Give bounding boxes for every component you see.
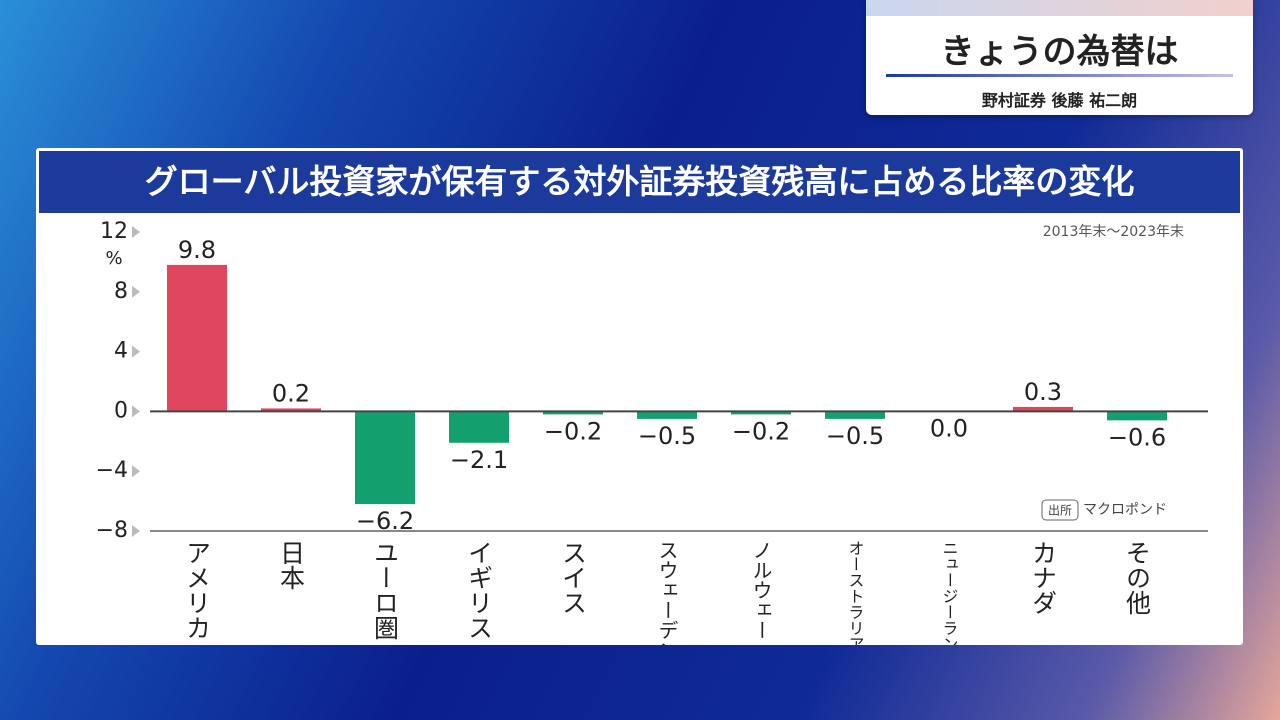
x-tick-label: イギリス (465, 540, 494, 640)
value-label: 0.0 (930, 414, 968, 442)
chart-panel: グローバル投資家が保有する対外証券投資残高に占める比率の変化 2013年末〜20… (36, 148, 1243, 645)
value-label: −0.2 (544, 417, 602, 445)
x-tick-label: ユーロ圏 (371, 540, 400, 640)
y-tick-label: −8 (96, 518, 128, 543)
value-label: −2.1 (450, 446, 508, 474)
chart: 2013年末〜2023年末 % 出所 マクロポンド −8 −4 0 4 8 12 9.8 アメ… (96, 219, 1208, 645)
y-tick-label: 0 (114, 398, 128, 423)
y-tick-label: 4 (114, 339, 128, 364)
x-tick-label: オーストラリア (846, 540, 865, 645)
tick-mark (132, 345, 140, 358)
bar (261, 408, 321, 412)
caption-box: きょうの為替は 野村証券 後藤 祐二朗 (866, 0, 1253, 115)
y-tick-label: 12 (100, 219, 128, 244)
source-tag-box (1041, 499, 1079, 521)
x-tick-label: スウェーデン (655, 540, 679, 645)
bar (1013, 406, 1073, 412)
bar (167, 264, 227, 412)
y-unit: % (105, 248, 122, 269)
x-tick-label: 日本 (277, 540, 306, 590)
bar (1107, 411, 1167, 421)
x-tick-label: ニュージーランド (940, 540, 959, 645)
caption-subtitle: 野村証券 後藤 祐二朗 (981, 91, 1138, 110)
tick-mark (132, 285, 140, 298)
bar (825, 411, 885, 419)
caption-title: きょうの為替は (940, 32, 1179, 72)
tick-mark (132, 465, 140, 478)
bar (731, 411, 791, 415)
value-label: 9.8 (178, 236, 216, 264)
value-label: −0.6 (1108, 423, 1166, 451)
x-tick-label: ノルウェー (749, 540, 773, 640)
value-label: −6.2 (356, 507, 414, 535)
x-tick-label: その他 (1123, 540, 1152, 615)
value-label: −0.5 (638, 422, 696, 450)
caption-rule (886, 74, 1233, 77)
chart-subtitle: 2013年末〜2023年末 (1043, 224, 1184, 240)
bar (449, 411, 509, 443)
bar (355, 411, 415, 505)
caption-strip (866, 0, 1253, 16)
x-tick-label: カナダ (1029, 540, 1058, 615)
source-tag: 出所 (1048, 504, 1072, 518)
tick-mark (132, 525, 140, 537)
tick-mark (132, 226, 140, 238)
value-label: 0.3 (1024, 378, 1062, 406)
source: マクロポンド (1083, 502, 1167, 518)
value-label: −0.2 (732, 417, 790, 445)
value-label: −0.5 (826, 422, 884, 450)
y-tick-label: −4 (96, 458, 128, 483)
y-tick-label: 8 (114, 279, 128, 304)
bar (543, 411, 603, 415)
value-label: 0.2 (272, 379, 310, 407)
x-tick-label: スイス (559, 540, 588, 615)
chart-title: グローバル投資家が保有する対外証券投資残高に占める比率の変化 (39, 151, 1240, 213)
tick-mark (132, 405, 140, 418)
bar (637, 411, 697, 419)
x-tick-label: アメリカ (183, 540, 212, 640)
